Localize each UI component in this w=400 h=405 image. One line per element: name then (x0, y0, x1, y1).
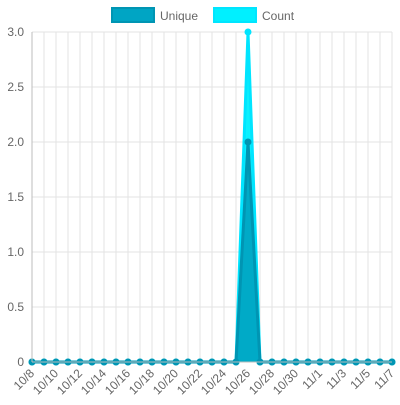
unique-point (244, 138, 252, 146)
count-point (244, 28, 252, 36)
y-tick-label: 3.0 (7, 25, 24, 39)
x-tick-label: 10/30 (270, 366, 301, 397)
legend: Unique Count (111, 7, 295, 23)
legend-label: Count (262, 9, 295, 23)
legend-label: Unique (160, 9, 198, 23)
x-tick-label: 10/10 (30, 366, 61, 397)
x-tick-label: 11/3 (323, 366, 349, 392)
y-tick-label: 2.0 (7, 135, 24, 149)
x-tick-label: 10/22 (174, 366, 205, 397)
x-tick-label: 10/14 (78, 366, 109, 397)
x-tick-label: 10/20 (150, 366, 181, 397)
legend-item-unique: Unique (111, 7, 198, 23)
legend-item-count: Count (213, 7, 295, 23)
legend-swatch (111, 7, 155, 23)
x-tick-label: 11/5 (347, 366, 373, 392)
y-tick-label: 0 (17, 355, 24, 369)
x-tick-label: 10/16 (102, 366, 133, 397)
y-tick-label: 2.5 (7, 80, 24, 94)
x-tick-label: 11/1 (299, 366, 325, 392)
x-tick-label: 10/26 (222, 366, 253, 397)
x-tick-label: 11/7 (371, 366, 397, 392)
axes: 00.51.01.52.02.53.010/810/1010/1210/1410… (7, 25, 397, 397)
x-tick-label: 10/28 (246, 366, 277, 397)
x-tick-label: 10/12 (54, 366, 85, 397)
y-tick-label: 1.5 (7, 190, 24, 204)
x-tick-label: 10/18 (126, 366, 157, 397)
legend-swatch (213, 7, 257, 23)
x-tick-label: 10/24 (198, 366, 229, 397)
y-tick-label: 1.0 (7, 245, 24, 259)
grid-lines (31, 31, 393, 363)
y-tick-label: 0.5 (7, 300, 24, 314)
